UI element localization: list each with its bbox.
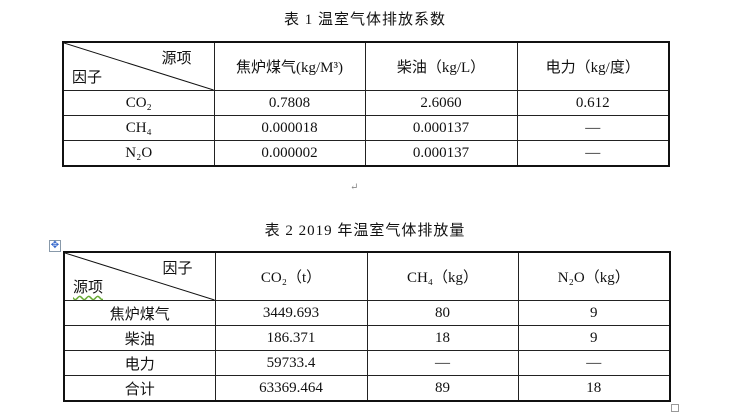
table-cell: 59733.4	[214, 350, 368, 376]
diagonal-header-cell: 因子 源项	[63, 251, 216, 301]
table-cell: —	[516, 115, 670, 141]
corner-bottom-label: 源项	[73, 280, 104, 296]
corner-top-label: 因子	[162, 261, 193, 277]
emission-amount-table: 因子 源项 CO₂（t） CH₄（kg） N₂O（kg） 焦炉煤气 3449.6…	[63, 251, 671, 402]
table-row: CH₄ 0.000018 0.000137 —	[62, 115, 670, 141]
table1-title: 表 1 温室气体排放系数	[283, 12, 446, 28]
row-label: 柴油	[63, 325, 216, 351]
diagonal-line	[65, 253, 215, 300]
table-row: 焦炉煤气 3449.693 80 9	[63, 300, 671, 326]
table-resize-handle[interactable]	[671, 404, 679, 412]
table-row: 柴油 186.371 18 9	[63, 325, 671, 351]
column-header: CO₂（t）	[214, 251, 368, 301]
table-cell: —	[517, 350, 671, 376]
diagonal-line	[64, 43, 214, 90]
table-cell: 89	[366, 375, 519, 402]
table-row: 合计 63369.464 89 18	[63, 375, 671, 402]
table-cell: —	[366, 350, 519, 376]
table-cell: 3449.693	[214, 300, 368, 326]
table-cell: —	[516, 140, 670, 167]
table-cell: 186.371	[214, 325, 368, 351]
table2-title: 表 2 2019 年温室气体排放量	[264, 223, 466, 239]
column-header: CH₄（kg）	[366, 251, 519, 301]
table-cell: 0.7808	[213, 90, 366, 116]
column-header: 柴油（kg/L）	[364, 41, 518, 91]
column-header: 焦炉煤气(kg/M³)	[213, 41, 366, 91]
table-cell: 80	[366, 300, 519, 326]
table-row: CO₂ 0.7808 2.6060 0.612	[62, 90, 670, 116]
row-label: N₂O	[62, 140, 215, 167]
corner-top-label: 源项	[161, 51, 192, 67]
table-header-row: 因子 源项 CO₂（t） CH₄（kg） N₂O（kg）	[63, 251, 671, 301]
paragraph-mark-icon: ↵	[350, 182, 359, 193]
table-cell: 0.000137	[364, 115, 518, 141]
table-cell: 2.6060	[364, 90, 518, 116]
table-cell: 0.000137	[364, 140, 518, 167]
row-label: 电力	[63, 350, 216, 376]
corner-bottom-label: 因子	[72, 70, 103, 86]
emission-factor-table: 源项 因子 焦炉煤气(kg/M³) 柴油（kg/L） 电力（kg/度） CO₂ …	[62, 41, 670, 167]
column-header: N₂O（kg）	[517, 251, 671, 301]
table-cell: 0.000018	[213, 115, 366, 141]
row-label: 合计	[63, 375, 216, 402]
table-cell: 9	[517, 300, 671, 326]
row-label: CH₄	[62, 115, 215, 141]
table-row: 电力 59733.4 — —	[63, 350, 671, 376]
table-cell: 63369.464	[214, 375, 368, 402]
table-header-row: 源项 因子 焦炉煤气(kg/M³) 柴油（kg/L） 电力（kg/度）	[62, 41, 670, 91]
row-label: 焦炉煤气	[63, 300, 216, 326]
table-cell: 18	[517, 375, 671, 402]
table-move-handle-icon[interactable]: ✥	[49, 240, 61, 252]
table-row: N₂O 0.000002 0.000137 —	[62, 140, 670, 167]
table-cell: 18	[366, 325, 519, 351]
column-header: 电力（kg/度）	[516, 41, 670, 91]
diagonal-header-cell: 源项 因子	[62, 41, 215, 91]
table-cell: 0.612	[516, 90, 670, 116]
row-label: CO₂	[62, 90, 215, 116]
table-cell: 0.000002	[213, 140, 366, 167]
table-cell: 9	[517, 325, 671, 351]
